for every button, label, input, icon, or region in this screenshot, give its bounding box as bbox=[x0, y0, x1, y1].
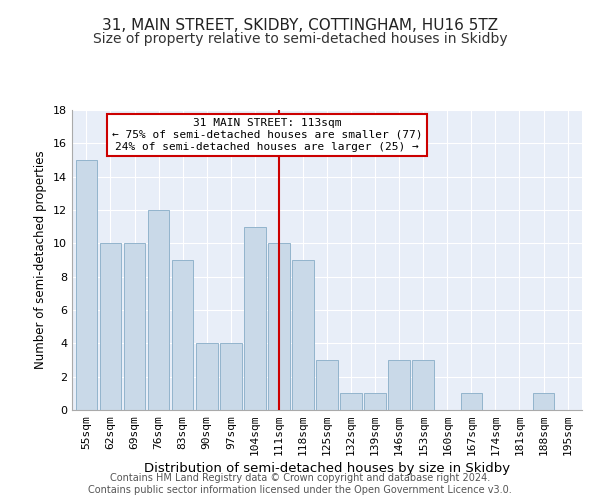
Bar bbox=[316, 360, 338, 410]
Text: 31, MAIN STREET, SKIDBY, COTTINGHAM, HU16 5TZ: 31, MAIN STREET, SKIDBY, COTTINGHAM, HU1… bbox=[102, 18, 498, 32]
Bar bbox=[196, 344, 218, 410]
Bar bbox=[340, 394, 362, 410]
Y-axis label: Number of semi-detached properties: Number of semi-detached properties bbox=[34, 150, 47, 370]
Text: Size of property relative to semi-detached houses in Skidby: Size of property relative to semi-detach… bbox=[92, 32, 508, 46]
X-axis label: Distribution of semi-detached houses by size in Skidby: Distribution of semi-detached houses by … bbox=[144, 462, 510, 475]
Bar bbox=[76, 160, 97, 410]
Bar bbox=[292, 260, 314, 410]
Text: Contains HM Land Registry data © Crown copyright and database right 2024.
Contai: Contains HM Land Registry data © Crown c… bbox=[88, 474, 512, 495]
Bar bbox=[388, 360, 410, 410]
Bar bbox=[124, 244, 145, 410]
Bar bbox=[533, 394, 554, 410]
Text: 31 MAIN STREET: 113sqm
← 75% of semi-detached houses are smaller (77)
24% of sem: 31 MAIN STREET: 113sqm ← 75% of semi-det… bbox=[112, 118, 422, 152]
Bar bbox=[412, 360, 434, 410]
Bar bbox=[100, 244, 121, 410]
Bar bbox=[172, 260, 193, 410]
Bar bbox=[220, 344, 242, 410]
Bar bbox=[268, 244, 290, 410]
Bar bbox=[244, 226, 266, 410]
Bar bbox=[148, 210, 169, 410]
Bar bbox=[461, 394, 482, 410]
Bar bbox=[364, 394, 386, 410]
